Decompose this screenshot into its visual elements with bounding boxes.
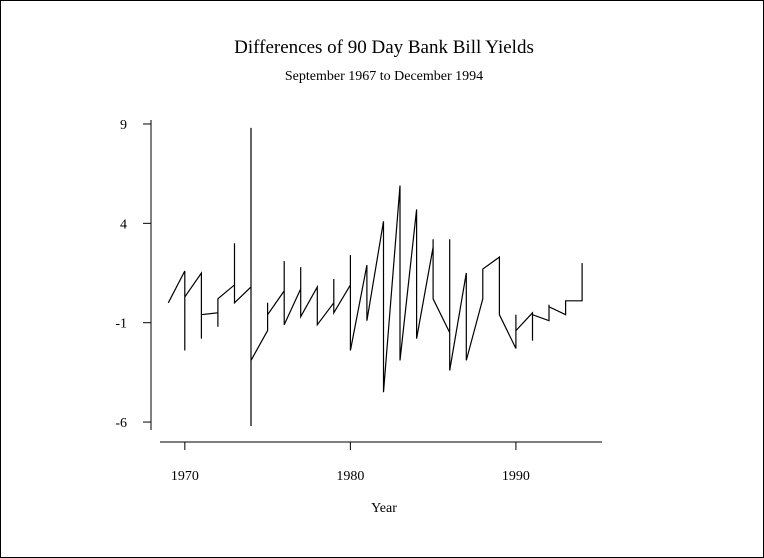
x-axis-title: Year [371,501,397,516]
x-axis-ticks: 1970 1980 1990 [171,442,530,484]
x-tick-label: 1990 [502,469,530,484]
series-line [167,127,583,426]
chart-title: Differences of 90 Day Bank Bill Yields [234,37,534,58]
chart-subtitle: September 1967 to December 1994 [285,69,483,84]
y-tick-label: -6 [115,416,127,431]
y-tick-label: 4 [120,217,127,232]
y-axis-ticks: 9 4 -1 -6 [115,118,151,431]
y-tick-label: 9 [120,118,127,133]
x-tick-label: 1970 [171,469,199,484]
y-tick-label: -1 [115,317,127,332]
x-tick-label: 1980 [336,469,364,484]
